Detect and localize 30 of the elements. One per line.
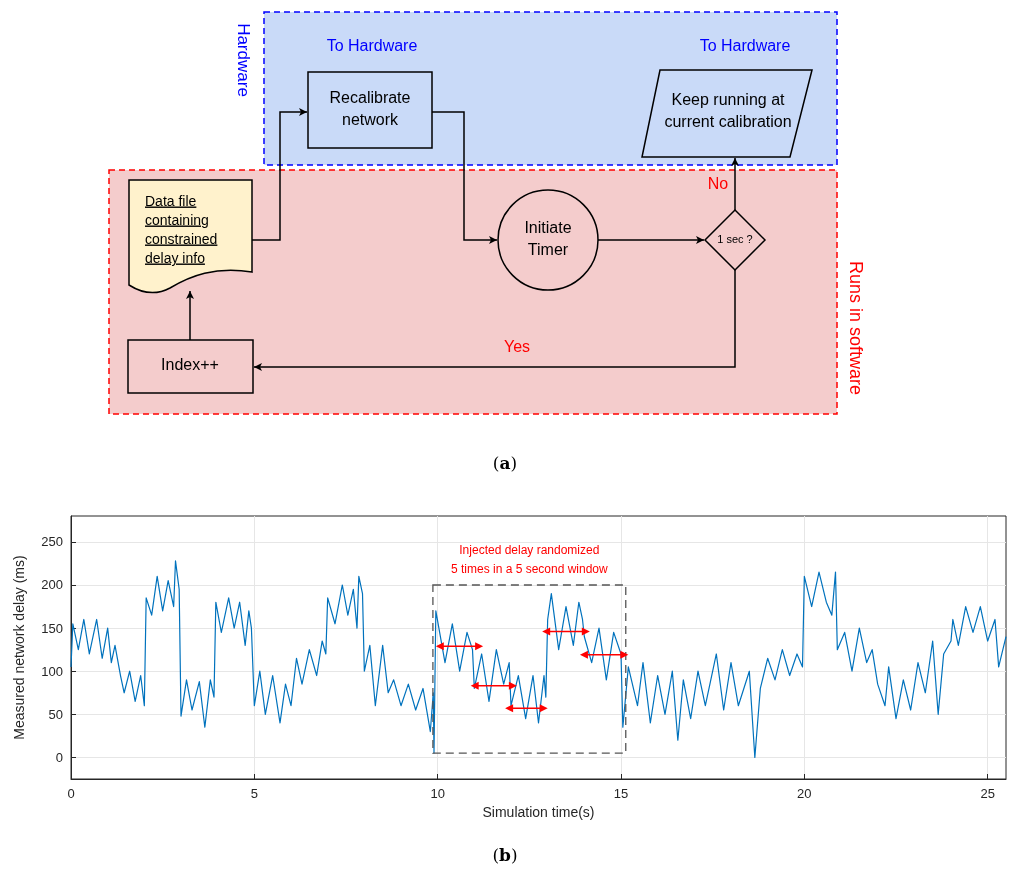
y-axis-title: Measured network delay (ms) [11,555,27,740]
text: To Hardware [326,37,418,55]
x-tick-label: 25 [980,786,995,801]
text: Keep running at current calibration [664,91,792,131]
annotation: Injected delay randomized 5 times in a 5 second window [450,542,609,576]
text: (b) [491,845,519,865]
y-tick-label: 150 [41,620,63,636]
text: Hardware [233,23,253,97]
text: 1 sec ? [717,232,753,245]
x-tick-label: 20 [797,786,812,801]
text: Runs in software [846,260,867,396]
text: Index++ [161,356,219,374]
x-tick-label: 5 [250,786,258,801]
x-tick-label: 0 [67,786,75,801]
text: Data file containing constrained delay info [145,192,218,266]
text: Initiate Timer [524,219,572,259]
y-tick-label: 100 [41,663,63,679]
text: (a) [491,453,519,473]
y-tick-label: 200 [41,577,63,593]
text: No [707,175,729,193]
y-tick-label: 250 [41,534,63,550]
text: Recalibrate network [329,89,411,129]
x-axis-title: Simulation time(s) [482,803,595,820]
x-tick-label: 10 [430,786,445,801]
y-tick-label: 0 [55,749,63,765]
text: To Hardware [699,37,791,55]
text: Yes [503,338,531,356]
line-series [70,560,1007,759]
y-tick-label: 50 [48,706,63,722]
x-tick-label: 15 [613,786,629,801]
